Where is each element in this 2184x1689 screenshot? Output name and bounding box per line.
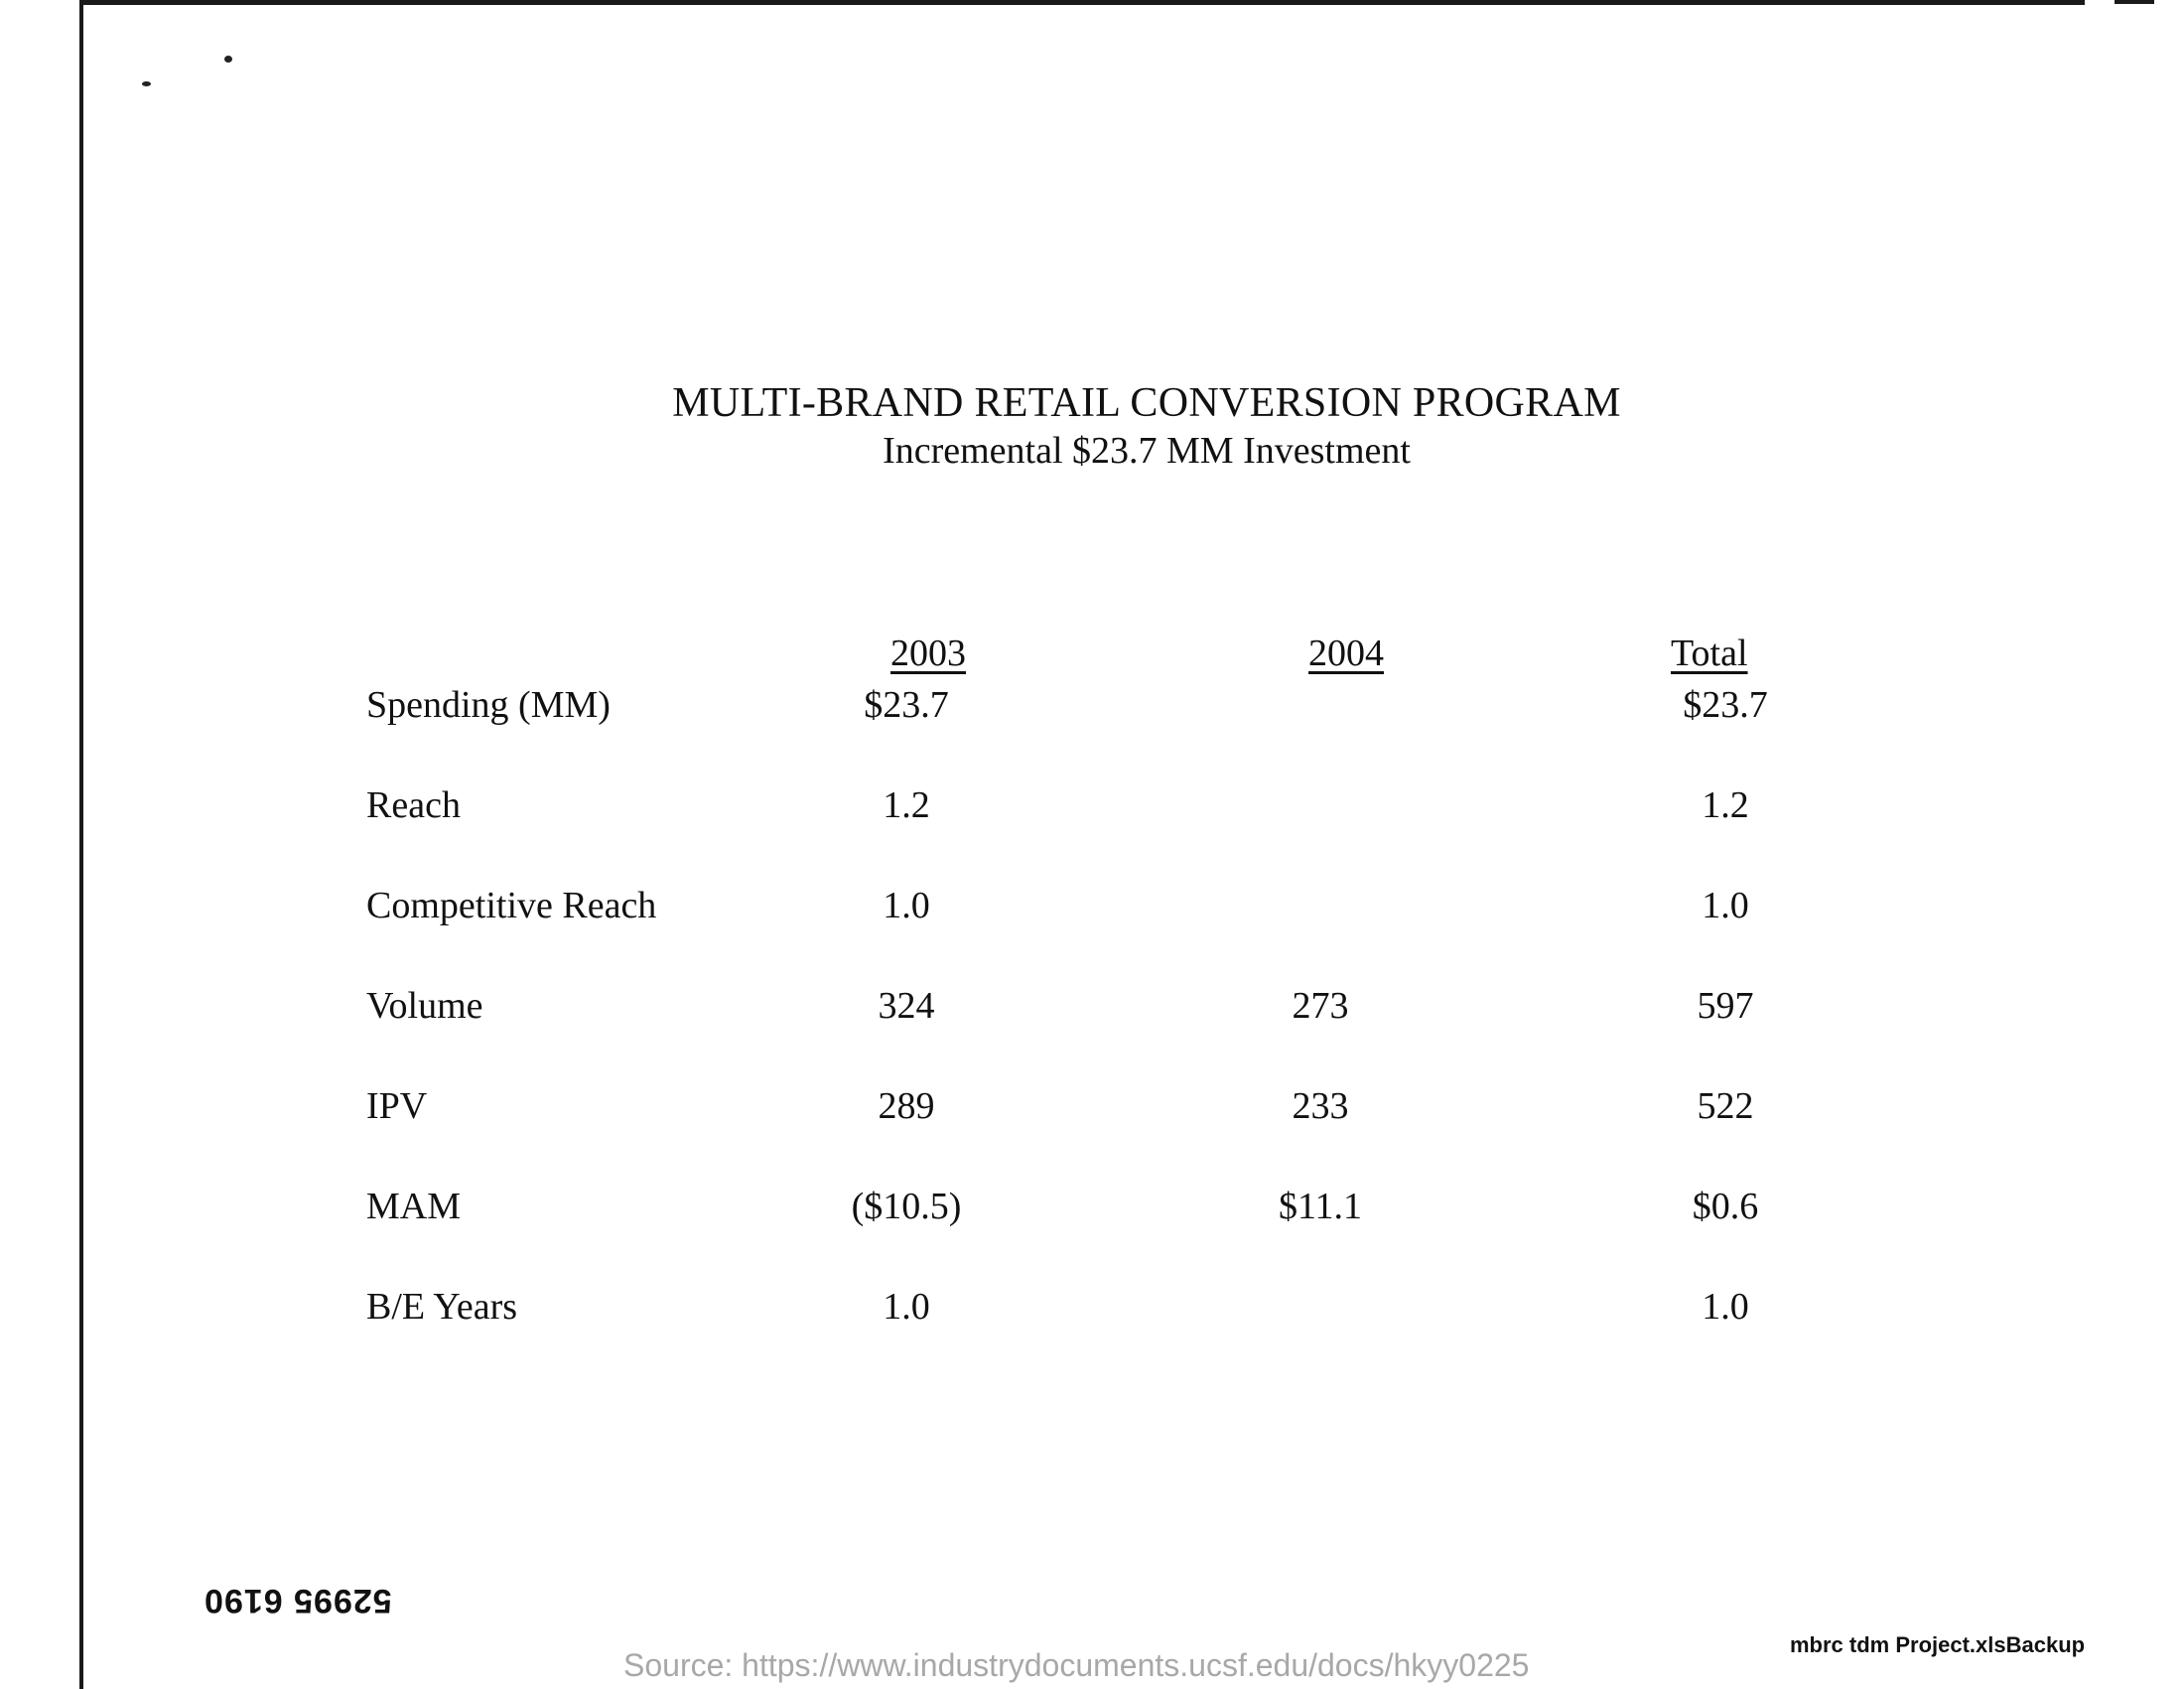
- cell-spending-2003: $23.7: [864, 684, 949, 726]
- row-label-spending: Spending (MM): [366, 684, 611, 726]
- cell-ipv-2004: 233: [1292, 1085, 1349, 1127]
- row-label-competitive-reach: Competitive Reach: [366, 885, 657, 926]
- cell-mam-2004: $11.1: [1278, 1186, 1363, 1227]
- cell-competitive-reach-total: 1.0: [1702, 885, 1749, 926]
- cell-be-years-2003: 1.0: [883, 1286, 930, 1328]
- column-header-2003: 2003: [890, 633, 966, 674]
- row-label-volume: Volume: [366, 985, 483, 1027]
- row-label-ipv: IPV: [366, 1085, 428, 1127]
- document-number-stamp: 52995 6190: [204, 1582, 392, 1619]
- document-subtitle: Incremental $23.7 MM Investment: [883, 430, 1411, 472]
- cell-mam-2003: ($10.5): [851, 1186, 962, 1227]
- file-name-label: mbrc tdm Project.xlsBackup: [1790, 1632, 2086, 1657]
- scan-border-top: [79, 0, 2085, 5]
- scan-speck: [224, 56, 232, 63]
- cell-volume-2004: 273: [1292, 985, 1349, 1027]
- scan-border-left: [79, 0, 83, 1689]
- cell-spending-total: $23.7: [1683, 684, 1768, 726]
- cell-be-years-total: 1.0: [1702, 1286, 1749, 1328]
- document-title: MULTI-BRAND RETAIL CONVERSION PROGRAM: [672, 380, 1621, 426]
- row-label-be-years: B/E Years: [366, 1286, 518, 1328]
- cell-ipv-2003: 289: [878, 1085, 935, 1127]
- cell-reach-2003: 1.2: [883, 784, 930, 826]
- row-label-mam: MAM: [366, 1186, 462, 1227]
- cell-volume-total: 597: [1697, 985, 1754, 1027]
- cell-ipv-total: 522: [1697, 1085, 1754, 1127]
- scan-border-mark: [2115, 0, 2154, 4]
- column-header-2004: 2004: [1308, 633, 1384, 674]
- column-header-total: Total: [1671, 633, 1748, 674]
- source-url: Source: https://www.industrydocuments.uc…: [623, 1647, 1530, 1683]
- cell-volume-2003: 324: [878, 985, 935, 1027]
- cell-reach-total: 1.2: [1702, 784, 1749, 826]
- row-label-reach: Reach: [366, 784, 461, 826]
- cell-competitive-reach-2003: 1.0: [883, 885, 930, 926]
- cell-mam-total: $0.6: [1692, 1186, 1759, 1227]
- scan-speck: [142, 81, 151, 86]
